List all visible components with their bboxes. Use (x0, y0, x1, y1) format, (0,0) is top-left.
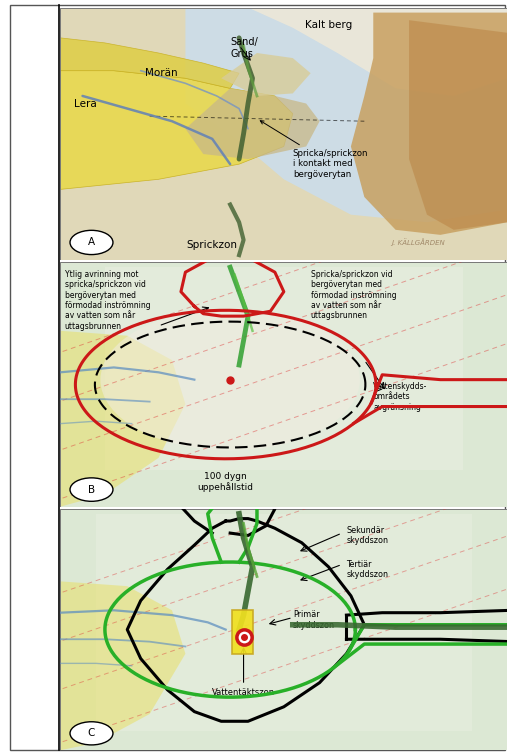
FancyBboxPatch shape (60, 8, 506, 260)
Text: Spricka/sprickzon
i kontakt med
bergöverytan: Spricka/sprickzon i kontakt med bergöver… (260, 121, 367, 179)
Text: J. KÄLLGÅRDEN: J. KÄLLGÅRDEN (390, 238, 444, 247)
FancyBboxPatch shape (232, 610, 252, 654)
Text: Sekundär
skyddszon: Sekundär skyddszon (346, 526, 388, 545)
Polygon shape (247, 8, 506, 96)
Circle shape (70, 230, 112, 255)
Polygon shape (185, 88, 319, 159)
Text: Lera: Lera (73, 99, 96, 109)
Circle shape (70, 478, 112, 501)
Text: Vattentäktszon: Vattentäktszon (212, 688, 274, 697)
Polygon shape (350, 13, 506, 235)
Text: Spricka/sprickzon vid
bergöverytan med
förmodad inströmning
av vatten som når
ut: Spricka/sprickzon vid bergöverytan med f… (310, 270, 395, 320)
Text: Vattenskydds-
områdets
avgränsning: Vattenskydds- områdets avgränsning (373, 382, 427, 412)
Text: Sand/
Grus: Sand/ Grus (230, 37, 258, 59)
FancyBboxPatch shape (60, 509, 506, 750)
Text: Sprickzon: Sprickzon (186, 240, 237, 250)
Text: C: C (88, 728, 95, 738)
Polygon shape (221, 53, 310, 96)
Text: Primär
skyddszon: Primär skyddszon (292, 610, 334, 630)
Text: Kalt berg: Kalt berg (304, 20, 352, 30)
Circle shape (100, 309, 359, 450)
Text: 100 dygn
uppehållstid: 100 dygn uppehållstid (197, 472, 253, 492)
Polygon shape (408, 20, 506, 230)
Polygon shape (60, 38, 239, 88)
Polygon shape (105, 267, 462, 470)
Text: Tertiär
skyddszon: Tertiär skyddszon (346, 559, 388, 579)
Polygon shape (60, 581, 185, 750)
Polygon shape (60, 331, 185, 507)
Polygon shape (96, 513, 471, 731)
Text: Morän: Morän (145, 68, 178, 78)
Circle shape (70, 722, 112, 745)
Polygon shape (60, 71, 292, 189)
Text: Ytlig avrinning mot
spricka/sprickzon vid
bergöverytan med
förmodad inströmning
: Ytlig avrinning mot spricka/sprickzon vi… (65, 270, 150, 331)
Polygon shape (185, 8, 506, 222)
FancyBboxPatch shape (60, 262, 506, 507)
Text: A: A (88, 238, 95, 247)
Text: B: B (88, 485, 95, 495)
